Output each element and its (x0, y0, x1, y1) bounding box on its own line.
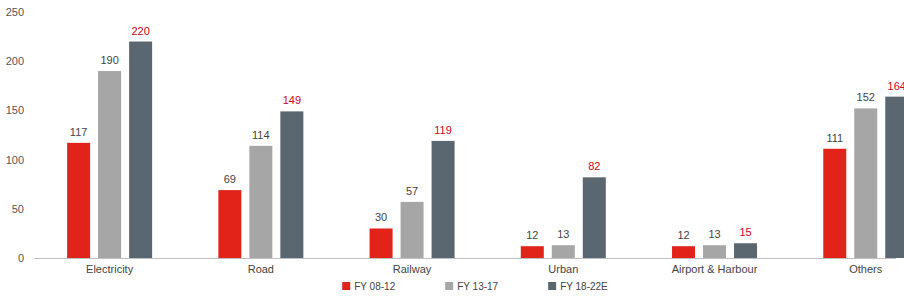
x-tick-label: Electricity (86, 263, 134, 275)
bar (823, 149, 846, 258)
data-label: 12 (526, 229, 538, 241)
bar (401, 202, 424, 258)
bar (129, 42, 152, 258)
legend-label: FY 08-12 (354, 281, 395, 292)
data-label: 13 (557, 228, 569, 240)
x-axis-line (34, 258, 896, 259)
data-label: 13 (708, 228, 720, 240)
bar (280, 111, 303, 258)
legend-label: FY 13-17 (457, 281, 498, 292)
legend-swatch (548, 282, 556, 290)
y-tick-label: 100 (6, 154, 24, 166)
y-tick-label: 50 (12, 203, 24, 215)
data-label: 149 (283, 94, 301, 106)
y-tick-label: 200 (6, 55, 24, 67)
data-label: 117 (70, 126, 88, 138)
bars (67, 42, 904, 258)
data-label: 82 (588, 160, 600, 172)
data-label: 12 (677, 229, 689, 241)
bar (885, 97, 904, 258)
x-tick-label: Urban (548, 263, 578, 275)
bar (432, 141, 455, 258)
data-label: 220 (131, 25, 149, 37)
data-label: 111 (826, 132, 843, 144)
y-tick-label: 0 (18, 252, 24, 264)
legend-swatch (342, 282, 350, 290)
y-tick-label: 150 (6, 104, 24, 116)
data-label: 190 (100, 54, 118, 66)
bar (67, 143, 90, 258)
data-label: 114 (252, 129, 270, 141)
legend-label: FY 18-22E (560, 281, 608, 292)
data-label: 15 (739, 226, 751, 238)
bar (672, 246, 695, 258)
legend-swatch (445, 282, 453, 290)
x-tick-label: Railway (393, 263, 432, 275)
bar (552, 245, 575, 258)
chart: 0 50 100 150 200 250 117 69 30 12 12 111 190 114 57 13 1… (0, 0, 904, 300)
data-label: 57 (406, 185, 418, 197)
legend: FY 08-12 FY 13-17 FY 18-22E (342, 281, 608, 292)
bar (249, 146, 272, 258)
bar (703, 245, 726, 258)
data-label: 152 (857, 91, 875, 103)
bar (218, 190, 241, 258)
bar (98, 71, 121, 258)
x-tick-label: Others (849, 263, 883, 275)
data-label: 164 (888, 80, 904, 92)
bar (854, 108, 877, 258)
bar (521, 246, 544, 258)
bar (583, 177, 606, 258)
x-tick-label: Airport & Harbour (672, 263, 758, 275)
data-label: 69 (224, 173, 236, 185)
bar (734, 243, 757, 258)
bar (370, 228, 393, 258)
data-label: 30 (375, 211, 387, 223)
y-tick-label: 250 (6, 6, 24, 18)
x-tick-label: Road (248, 263, 274, 275)
data-label: 119 (434, 124, 452, 136)
